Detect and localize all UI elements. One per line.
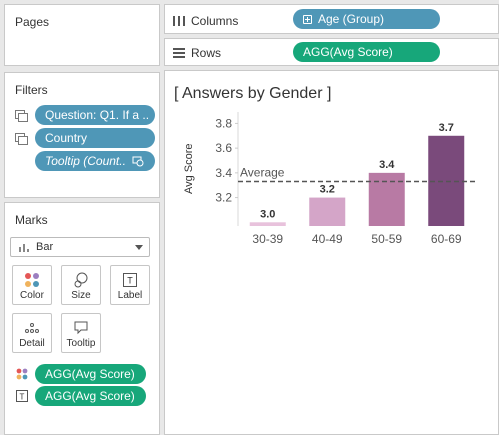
columns-shelf[interactable]: Columns Age (Group) [164,4,499,34]
text-label-icon: T [16,390,28,402]
detail-button-label: Detail [19,338,45,349]
filters-pane[interactable]: Filters Question: Q1. If a .. Country To… [4,72,160,198]
bar-chart-icon [19,243,29,252]
rows-shelf[interactable]: Rows AGG(Avg Score) [164,38,499,66]
rows-pill-label: AGG(Avg Score) [303,45,393,59]
text-label-icon: T [123,273,137,287]
label-button-label: Label [117,290,143,301]
marks-pill-label-avg-score[interactable]: AGG(Avg Score) [35,386,146,406]
filters-title: Filters [15,83,48,97]
pages-pane[interactable]: Pages [4,4,160,66]
svg-text:T: T [127,276,133,286]
size-icon [74,272,88,288]
columns-shelf-label: Columns [173,14,238,28]
y-axis-title: Avg Score [183,143,195,194]
marks-color-pill-row[interactable]: AGG(Avg Score) [16,364,146,384]
color-button-label: Color [20,290,44,301]
color-icon [25,273,39,287]
rows-shelf-label: Rows [173,46,221,60]
filter-pill-tooltip-count[interactable]: Tooltip (Count.. [35,151,155,171]
filter-pill-country[interactable]: Country [35,128,155,148]
filter-row[interactable]: Tooltip (Count.. [35,151,155,171]
filter-pill-question[interactable]: Question: Q1. If a .. [35,105,155,125]
size-button-label: Size [71,290,91,301]
columns-label: Columns [191,14,239,28]
marks-title: Marks [15,213,48,227]
expand-icon[interactable] [303,14,312,24]
tooltip-button-label: Tooltip [66,338,96,349]
columns-pill-label: Age (Group) [318,12,385,26]
filter-pill-tooltip-label: Tooltip (Count.. [45,154,126,168]
mark-type-label: Bar [36,241,54,253]
rows-label: Rows [191,46,222,60]
filter-icon [15,110,28,122]
tooltip-button[interactable]: Tooltip [61,313,101,353]
tooltip-icon [132,156,144,167]
filter-row[interactable]: Country [15,128,155,148]
columns-pill-age-group[interactable]: Age (Group) [293,9,440,29]
rows-pill-avg-score[interactable]: AGG(Avg Score) [293,42,440,62]
pages-title: Pages [15,15,50,29]
svg-text:T: T [20,393,25,402]
view-pane[interactable] [164,70,499,435]
chart-title: [ Answers by Gender ] [174,85,332,102]
filter-icon [15,133,28,145]
detail-icon [25,323,39,333]
filter-row[interactable]: Question: Q1. If a .. [15,105,155,125]
columns-icon [173,16,185,26]
rows-icon [173,48,185,58]
detail-button[interactable]: Detail [12,313,52,353]
marks-pill-color-avg-score[interactable]: AGG(Avg Score) [35,364,146,384]
size-button[interactable]: Size [61,265,101,305]
label-button[interactable]: T Label [110,265,150,305]
color-button[interactable]: Color [12,265,52,305]
tooltip-icon [74,321,88,335]
mark-type-dropdown[interactable]: Bar [10,237,150,257]
chevron-down-icon[interactable] [135,245,143,250]
marks-label-pill-row[interactable]: T AGG(Avg Score) [16,386,146,406]
color-encoding-icon [16,368,28,380]
